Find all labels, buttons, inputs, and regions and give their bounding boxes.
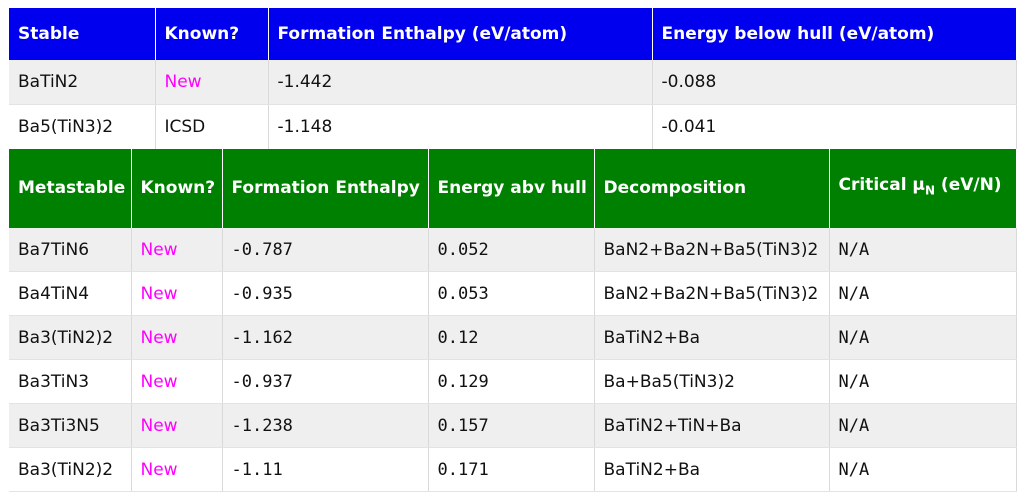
table-row: Ba5(TiN3)2 ICSD -1.148 -0.041 (9, 104, 1017, 150)
formation-enthalpy: -1.238 (222, 403, 429, 448)
energy-above-hull: 0.129 (428, 359, 595, 404)
known-status: New (155, 60, 269, 105)
table-row: Ba3(TiN2)2 New -1.11 0.171 BaTiN2+Ba N/A (9, 447, 1017, 492)
stable-header-row: Stable Known? Formation Enthalpy (eV/ato… (9, 8, 1017, 60)
critical-unit-label: (eV/N) (935, 175, 1002, 196)
energy-below-hull: -0.041 (652, 104, 1017, 150)
compound-name: Ba3Ti3N5 (9, 403, 132, 448)
metastable-header-decomposition: Decomposition (594, 149, 830, 228)
known-status: New (131, 228, 223, 272)
formation-enthalpy: -0.935 (222, 271, 429, 316)
compound-name: Ba7TiN6 (9, 228, 132, 272)
formation-enthalpy: -0.937 (222, 359, 429, 404)
compound-name: Ba5(TiN3)2 (9, 104, 156, 150)
stable-header-known: Known? (155, 8, 269, 60)
formation-enthalpy: -1.162 (222, 315, 429, 360)
metastable-header-name: Metastable (9, 149, 132, 228)
decomposition: BaTiN2+Ba (594, 447, 830, 492)
table-row: Ba3(TiN2)2 New -1.162 0.12 BaTiN2+Ba N/A (9, 315, 1017, 360)
known-status: New (131, 403, 223, 448)
table-row: Ba4TiN4 New -0.935 0.053 BaN2+Ba2N+Ba5(T… (9, 271, 1017, 316)
decomposition: BaTiN2+Ba (594, 315, 830, 360)
metastable-header-hull: Energy abv hull (428, 149, 595, 228)
decomposition: BaTiN2+TiN+Ba (594, 403, 830, 448)
stable-header-formation: Formation Enthalpy (eV/atom) (268, 8, 653, 60)
critical-mu: N/A (829, 359, 1017, 404)
known-status: New (131, 447, 223, 492)
table-row: Ba7TiN6 New -0.787 0.052 BaN2+Ba2N+Ba5(T… (9, 228, 1017, 272)
stable-compounds-table: Stable Known? Formation Enthalpy (eV/ato… (9, 8, 1017, 150)
energy-above-hull: 0.157 (428, 403, 595, 448)
metastable-header-critical: Critical μN (eV/N) (829, 149, 1017, 228)
stable-header-name: Stable (9, 8, 156, 60)
critical-mu: N/A (829, 228, 1017, 272)
stable-header-hull: Energy below hull (eV/atom) (652, 8, 1017, 60)
critical-mu: N/A (829, 403, 1017, 448)
metastable-header-known: Known? (131, 149, 223, 228)
decomposition: BaN2+Ba2N+Ba5(TiN3)2 (594, 271, 830, 316)
metastable-header-formation: Formation Enthalpy (222, 149, 429, 228)
known-status: ICSD (155, 104, 269, 150)
critical-mu-label: Critical μ (838, 175, 925, 196)
table-row: Ba3TiN3 New -0.937 0.129 Ba+Ba5(TiN3)2 N… (9, 359, 1017, 404)
decomposition: Ba+Ba5(TiN3)2 (594, 359, 830, 404)
energy-above-hull: 0.12 (428, 315, 595, 360)
energy-above-hull: 0.171 (428, 447, 595, 492)
decomposition: BaN2+Ba2N+Ba5(TiN3)2 (594, 228, 830, 272)
compound-name: Ba3(TiN2)2 (9, 315, 132, 360)
table-row: Ba3Ti3N5 New -1.238 0.157 BaTiN2+TiN+Ba … (9, 403, 1017, 448)
formation-enthalpy: -1.442 (268, 60, 653, 105)
compound-name: Ba3TiN3 (9, 359, 132, 404)
formation-enthalpy: -1.11 (222, 447, 429, 492)
critical-mu: N/A (829, 271, 1017, 316)
compound-name: BaTiN2 (9, 60, 156, 105)
critical-mu: N/A (829, 315, 1017, 360)
energy-above-hull: 0.052 (428, 228, 595, 272)
metastable-header-row: Metastable Known? Formation Enthalpy Ene… (9, 149, 1017, 228)
known-status: New (131, 271, 223, 316)
critical-mu: N/A (829, 447, 1017, 492)
compound-name: Ba4TiN4 (9, 271, 132, 316)
energy-below-hull: -0.088 (652, 60, 1017, 105)
table-row: BaTiN2 New -1.442 -0.088 (9, 60, 1017, 105)
known-status: New (131, 359, 223, 404)
formation-enthalpy: -0.787 (222, 228, 429, 272)
formation-enthalpy: -1.148 (268, 104, 653, 150)
metastable-compounds-table: Metastable Known? Formation Enthalpy Ene… (9, 149, 1017, 492)
compound-name: Ba3(TiN2)2 (9, 447, 132, 492)
known-status: New (131, 315, 223, 360)
energy-above-hull: 0.053 (428, 271, 595, 316)
critical-mu-subscript: N (924, 183, 935, 198)
